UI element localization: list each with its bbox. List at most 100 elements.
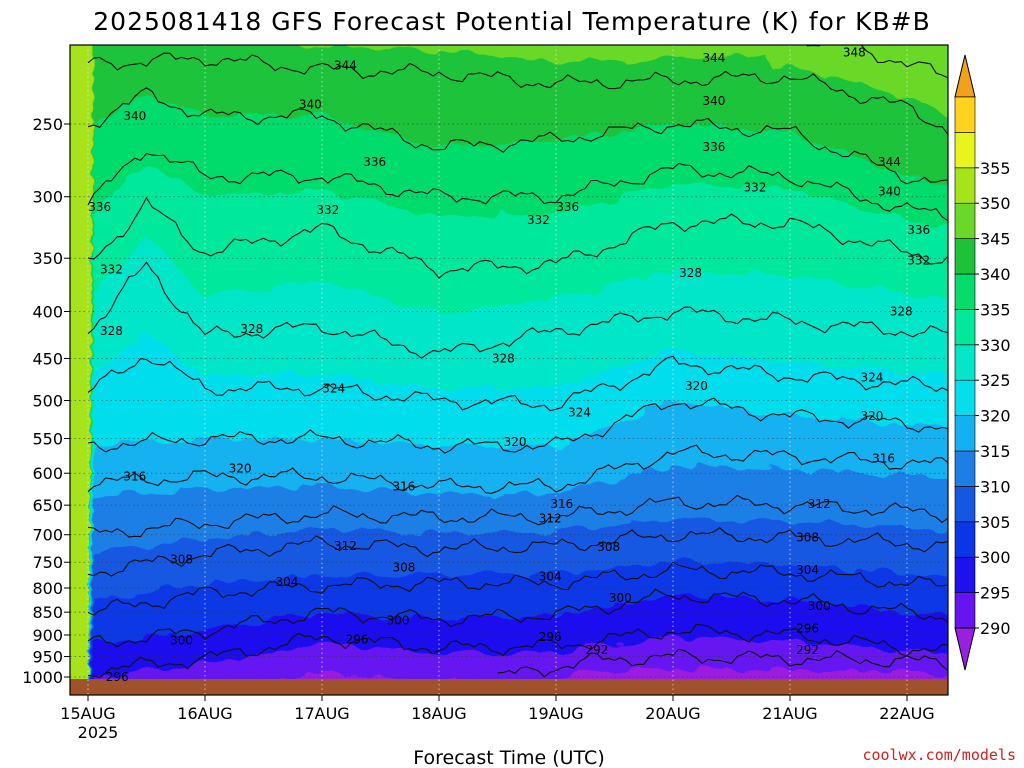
contour-label-336-8: 336 xyxy=(702,140,725,154)
colorbar-label-295: 295 xyxy=(980,584,1011,603)
contour-label-340-4: 340 xyxy=(299,97,322,111)
isotherm-316 xyxy=(87,444,948,494)
x-year-label: 2025 xyxy=(78,723,119,742)
isotherm-292 xyxy=(497,648,948,678)
colorbar-segment-4 xyxy=(954,450,976,487)
y-tick-label-450: 450 xyxy=(32,349,63,368)
y-tick-label-700: 700 xyxy=(32,526,63,545)
colorbar-segment-8 xyxy=(954,309,976,346)
contour-label-328-19: 328 xyxy=(100,324,123,338)
contour-label-316-29: 316 xyxy=(872,451,895,465)
colorbar-label-315: 315 xyxy=(980,442,1011,461)
colorbar-segment-2 xyxy=(954,521,976,558)
isotherm-336 xyxy=(87,152,948,222)
contour-label-316-32: 316 xyxy=(392,479,415,493)
colorbar-segment-7 xyxy=(954,344,976,381)
contour-label-320-28: 320 xyxy=(504,435,527,449)
filled-contours xyxy=(70,45,948,695)
chart-title: 2025081418 GFS Forecast Potential Temper… xyxy=(93,7,930,36)
contour-label-328-21: 328 xyxy=(890,304,913,318)
colorbar-segment-12 xyxy=(954,167,976,204)
contour-label-340-5: 340 xyxy=(702,94,725,108)
contour-label-336-15: 336 xyxy=(907,223,930,237)
isotherm-348 xyxy=(805,45,948,79)
y-tick-label-400: 400 xyxy=(32,302,63,321)
isotherm-324 xyxy=(87,355,948,412)
y-tick-label-1000: 1000 xyxy=(22,668,63,687)
contour-label-332-17: 332 xyxy=(907,253,930,267)
colorbar-segment-11 xyxy=(954,202,976,239)
contour-label-332-12: 332 xyxy=(527,213,550,227)
contour-label-304-43: 304 xyxy=(275,575,298,589)
contour-label-300-45: 300 xyxy=(808,599,831,613)
contour-label-312-35: 312 xyxy=(539,511,562,525)
contour-label-312-37: 312 xyxy=(334,539,357,553)
y-tick-label-300: 300 xyxy=(32,188,63,207)
contour-label-320-27: 320 xyxy=(860,409,883,423)
contour-label-348-2: 348 xyxy=(843,46,866,60)
x-axis-label: Forecast Time (UTC) xyxy=(413,747,604,768)
colorbar-label-355: 355 xyxy=(980,159,1011,178)
y-tick-label-350: 350 xyxy=(32,249,63,268)
colorbar-label-330: 330 xyxy=(980,336,1011,355)
colorbar-segment-3 xyxy=(954,486,976,523)
contour-label-328-20: 328 xyxy=(240,322,263,336)
contour-label-292-52: 292 xyxy=(796,643,819,657)
contour-label-344-6: 344 xyxy=(878,155,901,169)
contour-label-324-24: 324 xyxy=(860,371,883,385)
contour-label-336-10: 336 xyxy=(88,200,111,214)
colorbar-label-310: 310 xyxy=(980,477,1011,496)
contour-label-332-16: 332 xyxy=(100,262,123,276)
x-tick-label-22AUG: 22AUG xyxy=(879,704,934,723)
x-tick-label-17AUG: 17AUG xyxy=(294,704,349,723)
isotherm-312 xyxy=(87,494,948,538)
plot-frame xyxy=(69,44,949,696)
band-350 xyxy=(70,45,93,695)
contour-label-296-53: 296 xyxy=(106,670,129,684)
contour-label-316-33: 316 xyxy=(550,497,573,511)
x-tick-label-16AUG: 16AUG xyxy=(177,704,232,723)
contour-label-328-18: 328 xyxy=(679,266,702,280)
contour-label-312-34: 312 xyxy=(808,497,831,511)
y-tick-label-600: 600 xyxy=(32,464,63,483)
contour-label-300-48: 300 xyxy=(170,633,193,647)
contour-label-300-44: 300 xyxy=(609,591,632,605)
x-tick-label-19AUG: 19AUG xyxy=(528,704,583,723)
isotherm-328 xyxy=(87,261,948,359)
ground-band xyxy=(70,679,948,695)
contour-label-308-40: 308 xyxy=(392,561,415,575)
y-tick-label-950: 950 xyxy=(32,648,63,667)
contour-label-336-7: 336 xyxy=(363,155,386,169)
y-tick-label-650: 650 xyxy=(32,496,63,515)
contour-label-308-36: 308 xyxy=(796,531,819,545)
contour-label-308-39: 308 xyxy=(170,553,193,567)
band-340 xyxy=(70,45,948,695)
contour-label-316-31: 316 xyxy=(123,470,146,484)
x-axis: 15AUG 16AUG 17AUG 18AUG 19AUG 20AUG 21AUG 22AUG xyxy=(60,695,935,723)
y-tick-label-250: 250 xyxy=(32,115,63,134)
colorbar-segment-13 xyxy=(954,132,976,169)
band-330 xyxy=(70,45,948,695)
contour-label-328-22: 328 xyxy=(492,351,515,365)
contour-label-344-0: 344 xyxy=(334,59,357,73)
colorbar-label-340: 340 xyxy=(980,265,1011,284)
colorbar-label-320: 320 xyxy=(980,407,1011,426)
isotherm-340 xyxy=(87,87,948,185)
contour-label-324-26: 324 xyxy=(568,405,591,419)
isotherm-320 xyxy=(87,397,948,454)
contour-label-304-42: 304 xyxy=(539,569,562,583)
colorbar-label-345: 345 xyxy=(980,230,1011,249)
contour-label-320-30: 320 xyxy=(229,462,252,476)
grid-lines xyxy=(70,45,948,695)
contour-label-304-41: 304 xyxy=(796,563,819,577)
x-tick-label-20AUG: 20AUG xyxy=(645,704,700,723)
isotherm-308 xyxy=(87,526,948,577)
colorbar-label-305: 305 xyxy=(980,513,1011,532)
contour-label-296-50: 296 xyxy=(539,630,562,644)
y-tick-label-850: 850 xyxy=(32,603,63,622)
contour-label-340-9: 340 xyxy=(878,184,901,198)
isotherm-344 xyxy=(87,52,948,135)
colorbar: 290 295 300 305 310 315 320 325 330 335 340 345 350 3… xyxy=(954,54,1011,671)
contour-label-324-23: 324 xyxy=(322,381,345,395)
